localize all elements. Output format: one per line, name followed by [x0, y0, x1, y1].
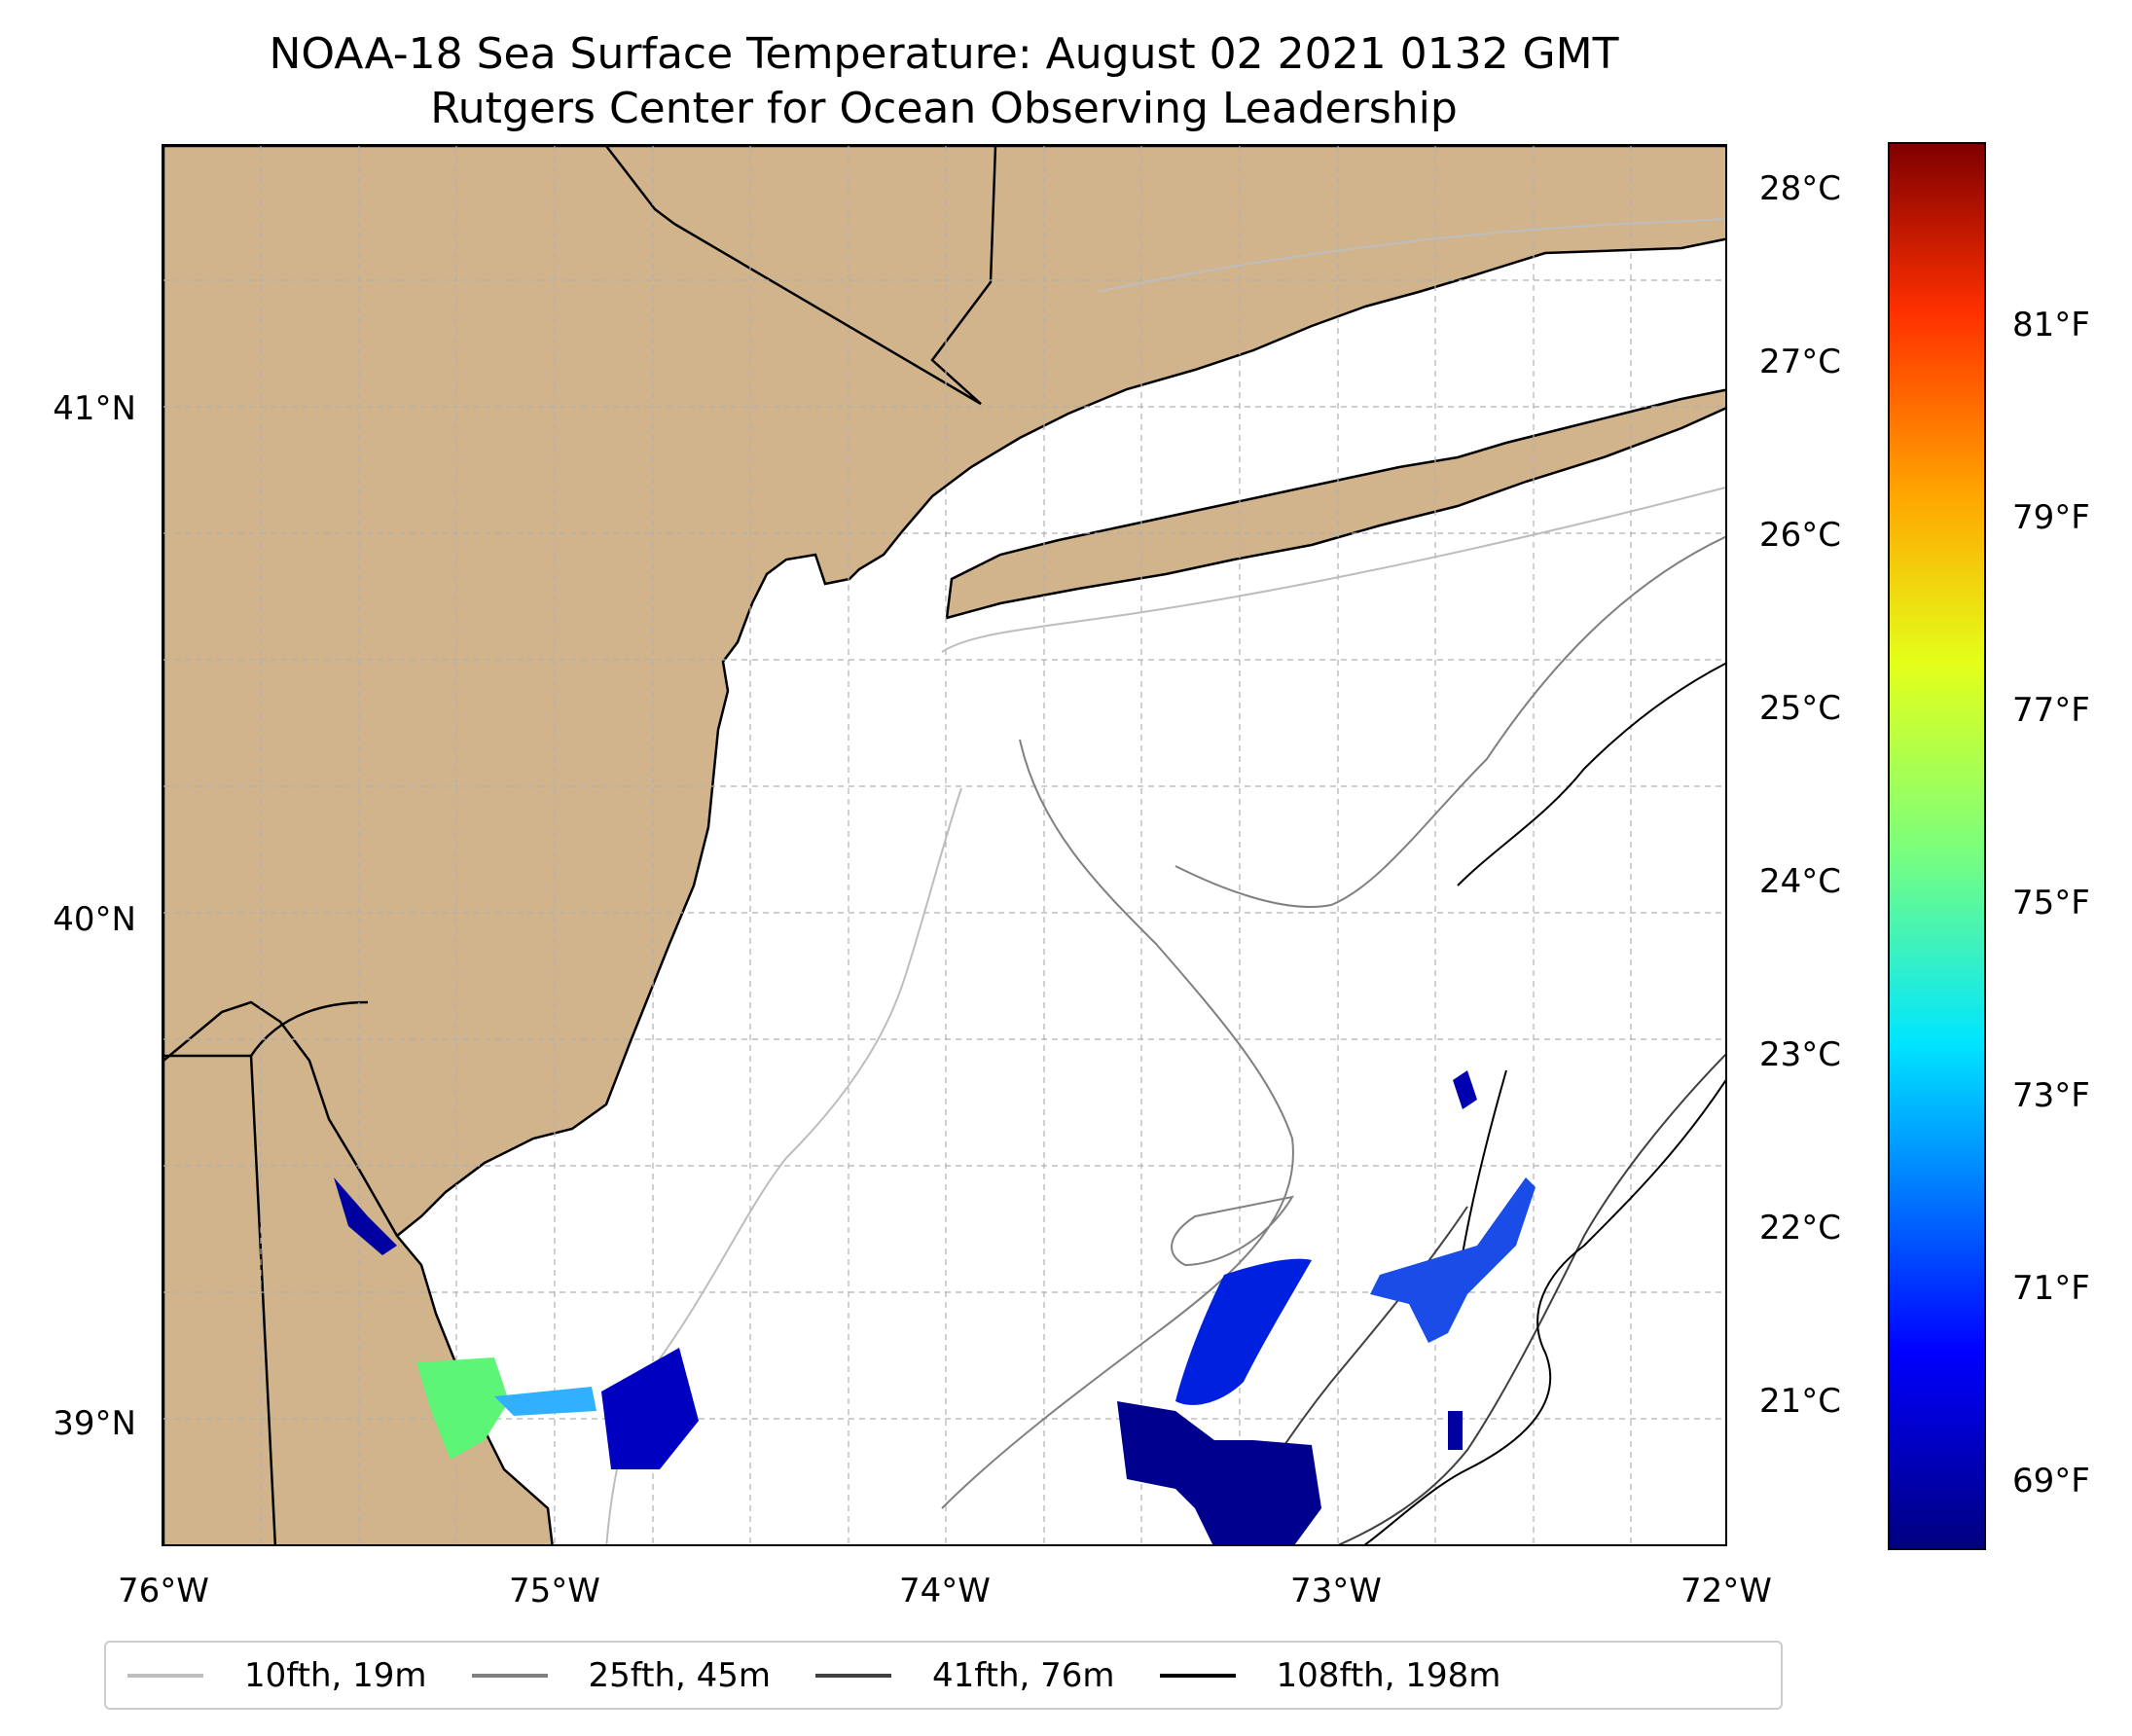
sst-patch-offshore-a: [1175, 1258, 1312, 1405]
sst-patch-offshore-d: [1453, 1070, 1477, 1109]
fahrenheit-tick-77: 77°F: [2012, 691, 2090, 730]
legend-swatch-25fth: [471, 1673, 548, 1678]
fahrenheit-tick-79: 79°F: [2012, 498, 2090, 537]
map-canvas: [163, 146, 1725, 1544]
celsius-tick-21: 21°C: [1759, 1382, 1842, 1421]
legend-label-41fth: 41fth, 76m: [932, 1655, 1115, 1695]
fahrenheit-tick-75: 75°F: [2012, 884, 2090, 922]
lat-tick-40: 40°N: [53, 900, 136, 939]
celsius-tick-26: 26°C: [1759, 516, 1842, 555]
legend-item-10fth: 10fth, 19m: [127, 1656, 427, 1695]
legend-item-41fth: 41fth, 76m: [815, 1656, 1115, 1695]
lon-tick-75: 75°W: [509, 1572, 600, 1610]
legend-label-108fth: 108fth, 198m: [1276, 1655, 1501, 1695]
sst-patch-delaware-bay-cyan: [494, 1387, 596, 1416]
land-long-island: [945, 388, 1725, 620]
lon-tick-74: 74°W: [899, 1572, 991, 1610]
celsius-tick-28: 28°C: [1759, 169, 1842, 208]
map-title: NOAA-18 Sea Surface Temperature: August …: [0, 27, 1888, 136]
lat-tick-39: 39°N: [53, 1404, 136, 1443]
celsius-tick-27: 27°C: [1759, 343, 1842, 381]
sst-patch-offshore-c: [1370, 1177, 1536, 1343]
fahrenheit-tick-81: 81°F: [2012, 306, 2090, 344]
legend-item-25fth: 25fth, 45m: [471, 1655, 772, 1695]
title-line-2: Rutgers Center for Ocean Observing Leade…: [430, 84, 1458, 133]
title-line-1: NOAA-18 Sea Surface Temperature: August …: [269, 29, 1619, 79]
celsius-tick-23: 23°C: [1759, 1035, 1842, 1074]
sst-patch-delaware-bay: [416, 1357, 509, 1460]
legend-label-25fth: 25fth, 45m: [588, 1655, 772, 1695]
legend-swatch-41fth: [815, 1673, 892, 1678]
sst-patch-offshore-e: [1448, 1411, 1463, 1450]
lon-tick-72: 72°W: [1680, 1572, 1772, 1610]
state-borders: [163, 146, 997, 1544]
sst-colorbar: [1888, 142, 1986, 1550]
legend-swatch-10fth: [127, 1673, 203, 1678]
celsius-tick-25: 25°C: [1759, 689, 1842, 728]
sst-data-overlay: [334, 1070, 1536, 1544]
celsius-tick-22: 22°C: [1759, 1209, 1842, 1248]
lon-tick-73: 73°W: [1290, 1572, 1382, 1610]
fahrenheit-tick-73: 73°F: [2012, 1076, 2090, 1115]
isobath-25fth: [941, 535, 1725, 1509]
sst-patch-cape-may: [601, 1348, 699, 1469]
lat-tick-41: 41°N: [53, 389, 136, 428]
legend-label-10fth: 10fth, 19m: [244, 1655, 427, 1695]
sst-patch-offshore-b: [1117, 1401, 1321, 1544]
fahrenheit-tick-69: 69°F: [2012, 1462, 2090, 1501]
isobath-legend: 10fth, 19m 25fth, 45m 41fth, 76m 108fth,…: [104, 1641, 1783, 1710]
celsius-tick-24: 24°C: [1759, 862, 1842, 901]
fahrenheit-tick-71: 71°F: [2012, 1269, 2090, 1308]
sst-map: [162, 144, 1727, 1546]
legend-swatch-108fth: [1159, 1673, 1236, 1678]
graticule: [163, 146, 1725, 1544]
legend-item-108fth: 108fth, 198m: [1159, 1655, 1501, 1695]
sst-patch-bay-upper: [334, 1177, 397, 1255]
lon-tick-76: 76°W: [118, 1572, 209, 1610]
